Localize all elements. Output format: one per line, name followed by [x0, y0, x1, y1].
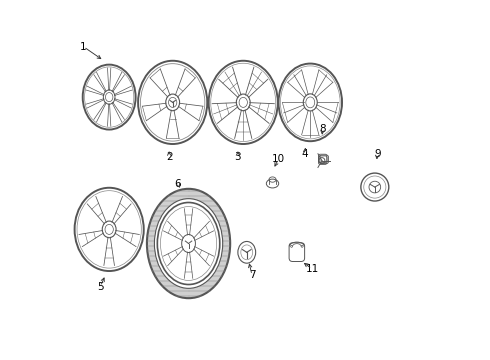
Text: 9: 9 [374, 149, 381, 158]
Text: 2: 2 [166, 152, 172, 162]
Ellipse shape [154, 199, 222, 288]
Ellipse shape [147, 189, 230, 298]
Text: 5: 5 [97, 282, 104, 292]
Text: 8: 8 [319, 124, 326, 134]
Text: 10: 10 [272, 154, 285, 164]
Text: 4: 4 [302, 149, 308, 158]
Text: 7: 7 [249, 270, 255, 280]
Text: 11: 11 [305, 264, 318, 274]
Text: 3: 3 [235, 152, 241, 162]
Text: 1: 1 [80, 42, 87, 51]
Text: 6: 6 [174, 179, 181, 189]
